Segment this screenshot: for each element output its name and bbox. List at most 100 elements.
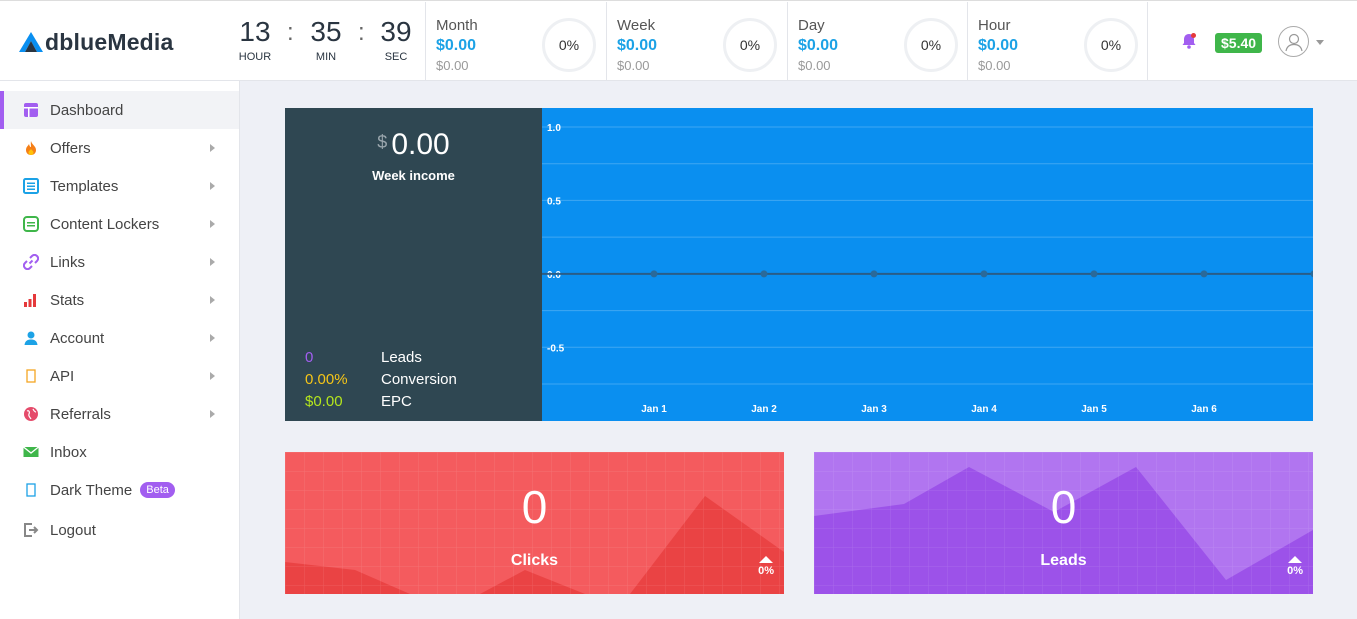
leads-trend: 0%	[1287, 556, 1303, 577]
timer-separator: :	[358, 19, 365, 46]
income-line-chart: 1.0 0.5 0.0 -0.5 Jan 1 Jan 2 Jan 3 Jan 4 Jan 5 Ja…	[542, 108, 1313, 421]
timer-min-value: 35	[310, 16, 342, 47]
stat-value: $0.00	[978, 37, 1019, 54]
balance-badge[interactable]: $5.40	[1215, 33, 1263, 53]
stat-percent-ring: 0%	[904, 18, 958, 72]
dark-theme-icon	[22, 481, 40, 499]
stat-title: Hour	[978, 17, 1011, 34]
stat-sub: $0.00	[978, 58, 1011, 73]
chevron-right-icon	[210, 144, 215, 152]
chart-x-tick-label: Jan 3	[861, 404, 887, 415]
stat-title: Week	[617, 17, 656, 34]
stat-sub: $0.00	[798, 58, 831, 73]
stat-percent-ring: 0%	[1084, 18, 1138, 72]
sidebar-item-inbox[interactable]: Inbox	[0, 433, 239, 471]
sidebar-item-label: Account	[50, 329, 105, 347]
sidebar-item-label: Offers	[50, 139, 91, 157]
clicks-card[interactable]: 0 Clicks 0%	[285, 452, 784, 594]
currency-symbol: $	[377, 132, 388, 152]
stat-title: Day	[798, 17, 825, 34]
leads-card[interactable]: 0 Leads 0%	[814, 452, 1313, 594]
stat-percent-ring: 0%	[542, 18, 596, 72]
sidebar-item-dark-theme[interactable]: Dark Theme Beta	[0, 471, 239, 509]
top-header: dblueMedia 13 HOUR : 35 MIN : 39 SEC Mon…	[0, 0, 1357, 81]
chart-x-tick-label: Jan 5	[1081, 404, 1107, 415]
sidebar: Dashboard Offers Templates Content Locke…	[0, 81, 240, 619]
stat-value: $0.00	[617, 37, 658, 54]
sidebar-item-offers[interactable]: Offers	[0, 129, 239, 167]
stats-icon	[22, 291, 40, 309]
logout-icon	[22, 521, 40, 539]
header-user-area: $5.40	[1147, 2, 1357, 81]
sidebar-item-label: Logout	[50, 521, 96, 539]
chart-x-tick-label: Jan 1	[641, 404, 667, 415]
timer-min-label: MIN	[315, 51, 337, 63]
stat-day: Day $0.00 $0.00 0%	[787, 2, 968, 81]
sidebar-item-label: Dashboard	[50, 101, 124, 119]
stat-week: Week $0.00 $0.00 0%	[606, 2, 787, 81]
conversion-value: 0.00%	[305, 371, 348, 388]
chevron-right-icon	[210, 334, 215, 342]
chart-data-point	[1090, 270, 1098, 278]
clicks-value: 0	[521, 481, 548, 533]
sidebar-item-referrals[interactable]: Referrals	[0, 395, 239, 433]
clicks-percent: 0%	[758, 565, 774, 577]
content-lockers-icon	[22, 215, 40, 233]
chart-svg: 1.0 0.5 0.0 -0.5 Jan 1 Jan 2 Jan 3 Jan 4 Jan 5 Ja…	[542, 123, 1313, 415]
dashboard-icon	[22, 101, 40, 119]
sidebar-item-label: Inbox	[50, 443, 87, 461]
stat-value: $0.00	[436, 37, 477, 54]
sidebar-item-links[interactable]: Links	[0, 243, 239, 281]
clicks-label: Clicks	[510, 552, 559, 569]
chart-x-tick-label: Jan 2	[751, 404, 777, 415]
chart-data-point	[980, 270, 988, 278]
referrals-icon	[22, 405, 40, 423]
sidebar-item-templates[interactable]: Templates	[0, 167, 239, 205]
bell-icon[interactable]	[1180, 32, 1198, 55]
timer-sec-label: SEC	[384, 51, 408, 63]
epc-value: $0.00	[305, 393, 343, 410]
stat-value: $0.00	[798, 37, 839, 54]
sidebar-item-logout[interactable]: Logout	[0, 511, 239, 549]
chart-data-point	[760, 270, 768, 278]
sidebar-item-api[interactable]: API	[0, 357, 239, 395]
chart-x-tick-label: Jan 4	[971, 404, 997, 415]
stat-month: Month $0.00 $0.00 0%	[425, 2, 606, 81]
chart-data-point	[1200, 270, 1208, 278]
brand-logo[interactable]: dblueMedia	[18, 25, 174, 59]
stat-sub: $0.00	[436, 58, 469, 73]
logo-a-icon	[19, 32, 43, 52]
leads-percent: 0%	[1287, 565, 1303, 577]
leads-card-label: Leads	[1040, 552, 1087, 569]
sidebar-item-content-lockers[interactable]: Content Lockers	[0, 205, 239, 243]
timer-separator: :	[287, 19, 294, 46]
sidebar-item-label: Content Lockers	[50, 215, 160, 233]
sidebar-item-label: Stats	[50, 291, 85, 309]
sidebar-item-account[interactable]: Account	[0, 319, 239, 357]
epc-label: EPC	[381, 393, 412, 410]
leads-card-background	[814, 452, 1313, 594]
chevron-right-icon	[210, 182, 215, 190]
chevron-down-icon[interactable]	[1316, 40, 1324, 45]
user-avatar-icon[interactable]	[1278, 26, 1309, 57]
sidebar-item-label: Dark Theme	[50, 481, 133, 499]
chart-data-point	[650, 270, 658, 278]
sidebar-item-stats[interactable]: Stats	[0, 281, 239, 319]
conversion-label: Conversion	[381, 371, 457, 388]
sidebar-item-label: Referrals	[50, 405, 111, 423]
templates-icon	[22, 177, 40, 195]
timer-sec-value: 39	[380, 16, 412, 47]
income-value: 0.00	[391, 128, 450, 161]
sidebar-item-dashboard[interactable]: Dashboard	[0, 91, 239, 129]
trend-up-icon	[759, 556, 774, 563]
beta-badge: Beta	[140, 482, 175, 498]
week-income-label: Week income	[372, 168, 455, 183]
chevron-right-icon	[210, 220, 215, 228]
stat-title: Month	[436, 17, 478, 34]
chevron-right-icon	[210, 258, 215, 266]
stat-sub: $0.00	[617, 58, 650, 73]
inbox-icon	[22, 443, 40, 461]
stat-hour: Hour $0.00 $0.00 0%	[967, 2, 1148, 81]
clicks-card-background	[285, 452, 784, 594]
leads-value: 0	[305, 349, 314, 366]
